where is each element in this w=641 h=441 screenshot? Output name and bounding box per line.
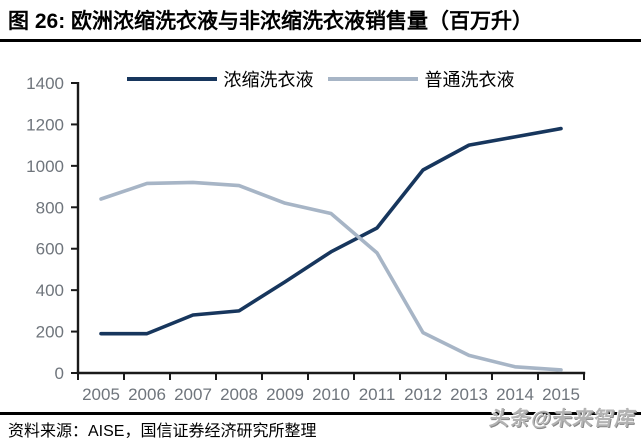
figure-title: 图 26: 欧洲浓缩洗衣液与非浓缩洗衣液销售量（百万升） (8, 10, 534, 33)
x-tick-label: 2014 (496, 385, 534, 404)
x-tick-label: 2009 (266, 385, 304, 404)
y-tick-label: 0 (55, 364, 64, 383)
y-tick-label: 1200 (26, 115, 64, 134)
x-tick-label: 2012 (404, 385, 442, 404)
x-tick-label: 2013 (450, 385, 488, 404)
legend-label-concentrated: 浓缩洗衣液 (223, 70, 314, 90)
x-tick-label: 2006 (128, 385, 166, 404)
series-line-1 (99, 180, 563, 372)
x-tick-label: 2010 (312, 385, 350, 404)
source-note: 资料来源：AISE，国信证券经济研究所整理 (8, 423, 317, 440)
title-divider (0, 39, 641, 42)
y-tick-label: 800 (36, 198, 64, 217)
legend-item-regular: 普通洗衣液 (327, 66, 515, 92)
y-tick-label: 600 (36, 240, 64, 259)
x-tick-label: 2008 (220, 385, 258, 404)
x-tick-label: 2005 (82, 385, 120, 404)
y-tick-label: 1000 (26, 157, 64, 176)
y-tick-label: 400 (36, 281, 64, 300)
legend-line-concentrated-icon (126, 77, 217, 81)
footer-divider (0, 412, 641, 415)
legend-item-concentrated: 浓缩洗衣液 (126, 66, 314, 92)
x-tick-label: 2015 (542, 385, 580, 404)
y-tick-label: 1400 (26, 74, 64, 93)
legend-line-regular-icon (327, 77, 418, 81)
x-tick-label: 2011 (359, 385, 396, 404)
y-tick-label: 200 (36, 323, 64, 342)
x-tick-label: 2007 (174, 385, 212, 404)
series-line-0 (99, 126, 563, 336)
watermark: 头条@未来智库 (488, 408, 639, 430)
chart-legend: 浓缩洗衣液 普通洗衣液 (0, 66, 641, 92)
legend-label-regular: 普通洗衣液 (424, 70, 515, 90)
